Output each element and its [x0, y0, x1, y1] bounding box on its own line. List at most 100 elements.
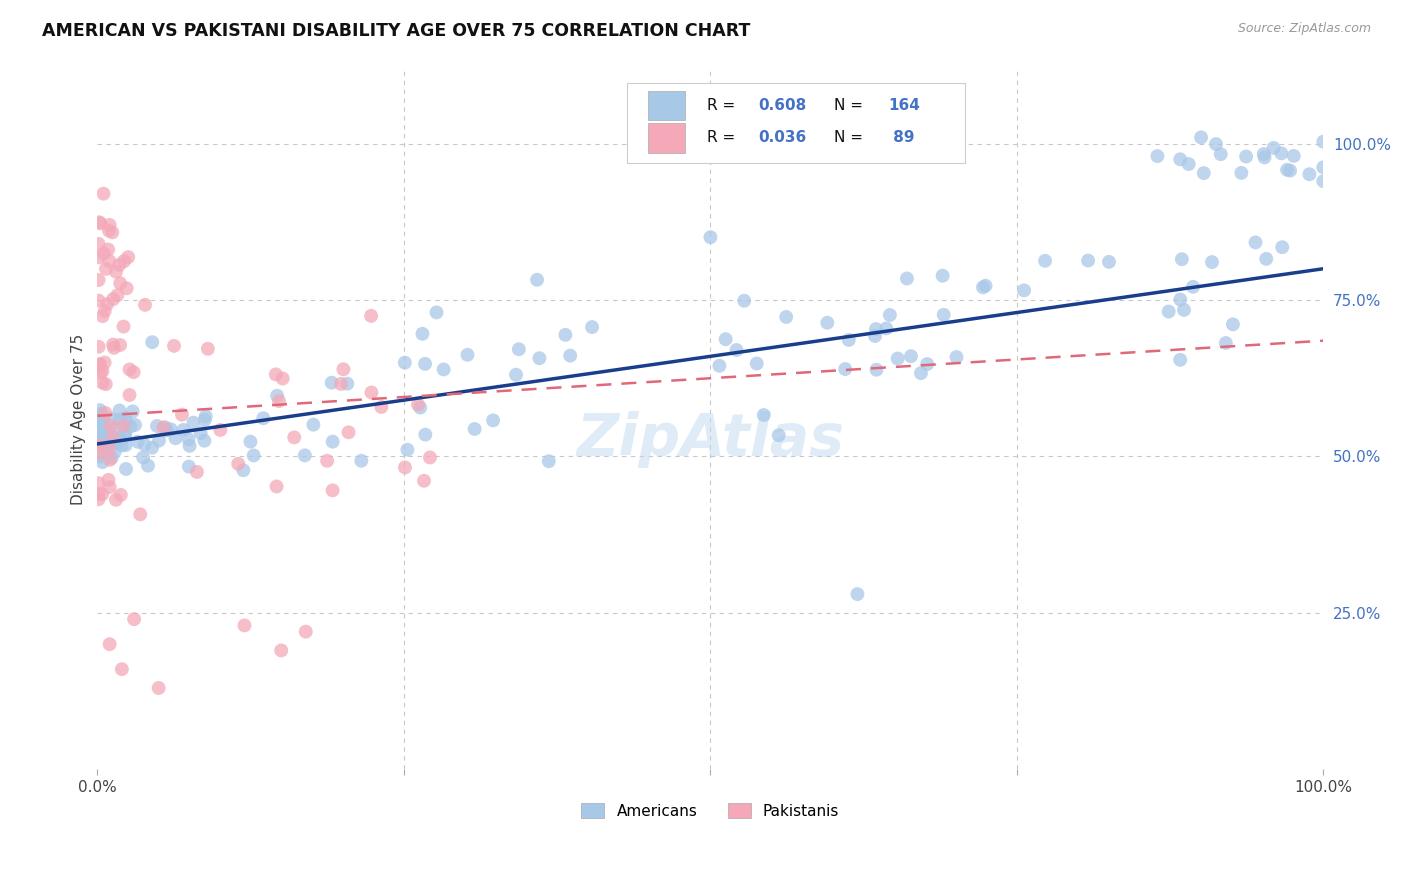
Point — [865, 362, 887, 376]
Point — [97, 431, 120, 445]
Point — [271, 371, 294, 385]
Point — [863, 329, 886, 343]
Point — [945, 350, 967, 364]
Point — [93, 433, 115, 447]
Point — [152, 420, 174, 434]
Point — [89, 450, 111, 464]
Point — [98, 218, 121, 232]
Point — [1271, 240, 1294, 254]
Point — [1312, 161, 1334, 175]
Point — [122, 365, 145, 379]
Point — [433, 362, 456, 376]
Point — [97, 446, 120, 460]
Point — [560, 349, 582, 363]
Text: Source: ZipAtlas.com: Source: ZipAtlas.com — [1237, 22, 1371, 36]
Point — [1168, 293, 1191, 307]
Point — [699, 230, 721, 244]
Point — [97, 435, 120, 450]
Point — [900, 349, 922, 363]
Point — [183, 416, 205, 430]
Point — [94, 304, 117, 318]
Point — [91, 487, 114, 501]
Point — [360, 385, 382, 400]
Point — [114, 428, 136, 442]
Point — [239, 434, 262, 449]
Point — [89, 433, 111, 447]
Point — [93, 433, 115, 447]
Point — [910, 366, 932, 380]
Point — [89, 216, 111, 230]
Point — [108, 338, 131, 352]
Point — [915, 357, 938, 371]
Point — [415, 427, 437, 442]
Point — [124, 417, 146, 432]
Point — [104, 435, 127, 450]
Point — [108, 258, 131, 272]
Point — [93, 412, 115, 426]
Point — [1215, 336, 1237, 351]
Point — [1168, 352, 1191, 367]
Point — [886, 351, 908, 366]
Point — [1263, 141, 1285, 155]
Point — [409, 401, 432, 415]
Point — [91, 364, 114, 378]
Point — [108, 412, 131, 426]
Point — [1201, 255, 1223, 269]
Point — [875, 321, 897, 335]
Point — [1279, 163, 1302, 178]
Point — [97, 243, 120, 257]
Point — [100, 412, 122, 426]
Point — [330, 376, 353, 391]
Point — [100, 418, 122, 433]
Point — [94, 406, 117, 420]
Point — [714, 332, 737, 346]
Point — [322, 434, 344, 449]
Point — [110, 438, 132, 452]
Text: R =: R = — [707, 130, 740, 145]
Point — [134, 437, 156, 451]
Point — [1205, 137, 1227, 152]
Point — [1209, 147, 1232, 161]
Point — [179, 439, 201, 453]
Y-axis label: Disability Age Over 75: Disability Age Over 75 — [72, 334, 86, 505]
Point — [103, 292, 125, 306]
Legend: Americans, Pakistanis: Americans, Pakistanis — [575, 797, 845, 825]
Point — [97, 428, 120, 442]
Point — [360, 309, 382, 323]
Point — [87, 251, 110, 265]
Point — [1173, 302, 1195, 317]
Point — [1298, 167, 1320, 181]
Point — [252, 411, 274, 425]
Point — [114, 438, 136, 452]
Point — [1157, 304, 1180, 318]
Point — [89, 422, 111, 436]
Point — [100, 450, 122, 465]
Point — [105, 288, 128, 302]
Point — [103, 341, 125, 355]
Point — [865, 322, 887, 336]
Point — [775, 310, 797, 324]
Point — [1256, 252, 1278, 266]
Point — [121, 404, 143, 418]
Point — [134, 298, 156, 312]
Point — [98, 441, 121, 455]
Point — [163, 339, 186, 353]
Point — [529, 351, 551, 366]
Point — [554, 327, 576, 342]
Point — [1192, 166, 1215, 180]
Point — [266, 389, 288, 403]
Point — [89, 446, 111, 460]
Point — [283, 430, 305, 444]
Text: 0.036: 0.036 — [758, 130, 807, 145]
Point — [194, 413, 217, 427]
Point — [1253, 147, 1275, 161]
Point — [172, 423, 194, 437]
Point — [87, 236, 110, 251]
FancyBboxPatch shape — [627, 83, 966, 163]
Point — [302, 417, 325, 432]
Point — [396, 442, 419, 457]
Point — [114, 427, 136, 442]
Point — [419, 450, 441, 465]
Point — [114, 411, 136, 425]
Point — [1312, 174, 1334, 188]
